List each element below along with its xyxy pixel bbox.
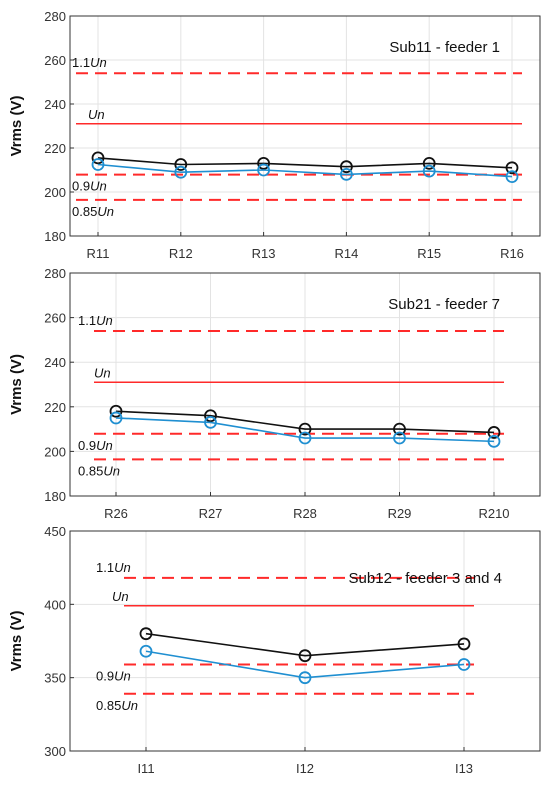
y-tick-label: 450 <box>44 524 66 539</box>
x-tick-label: R29 <box>388 506 412 521</box>
y-tick-label: 350 <box>44 671 66 686</box>
x-tick-label: R12 <box>169 246 193 261</box>
series-2-point <box>457 658 471 671</box>
series-2-point <box>393 431 406 445</box>
series-1-point <box>457 637 471 651</box>
series-line-2 <box>115 417 495 443</box>
x-tick-label: R28 <box>293 506 317 521</box>
x-tick-label: I13 <box>455 761 473 776</box>
series-1-point <box>487 426 501 439</box>
series-1-point <box>422 156 436 170</box>
y-axis-label: Vrms (V) <box>8 96 25 157</box>
reference-label: 1.1Un <box>78 313 113 328</box>
series-1-point <box>298 649 312 663</box>
chart-panel-sub11: 180 200 220 240 260 280 R11 R12 R13 R14 R15 R16 Vrms… <box>8 9 541 261</box>
reference-label: 0.85Un <box>78 463 120 478</box>
series-2-point <box>109 411 123 425</box>
series-2-point <box>298 431 312 445</box>
series-1-point <box>91 151 105 165</box>
x-tick-label: R15 <box>417 246 441 261</box>
series-line-1 <box>145 632 465 657</box>
y-tick-label: 240 <box>44 97 66 112</box>
y-tick-label: 220 <box>44 400 66 415</box>
y-tick-label: 240 <box>44 355 66 370</box>
series-2-point <box>298 671 312 685</box>
reference-label: 0.9Un <box>72 179 107 194</box>
reference-label: Un <box>94 365 111 380</box>
series-1-point <box>393 422 406 436</box>
series-1-point <box>109 404 123 418</box>
y-tick-label: 180 <box>44 489 66 504</box>
series-line-2 <box>145 650 465 679</box>
series-1-point <box>139 627 153 641</box>
y-axis-label: Vrms (V) <box>8 354 25 415</box>
series-2-point <box>487 434 501 448</box>
series-2-point <box>257 163 271 177</box>
x-tick-label: R11 <box>87 246 110 261</box>
y-tick-label: 200 <box>44 185 66 200</box>
axes-box <box>69 15 541 237</box>
y-tick-label: 280 <box>44 9 66 24</box>
y-tick-label: 200 <box>44 444 66 459</box>
x-tick-label: I11 <box>137 761 154 776</box>
reference-label: 0.85Un <box>72 204 114 219</box>
series-line-2 <box>97 163 513 178</box>
chart-panel-sub21: 180 200 220 240 260 280 R26 R27 R28 R29 R210 Vrms (… <box>8 266 541 521</box>
x-tick-label: I12 <box>296 761 314 776</box>
x-tick-label: R210 <box>478 506 509 521</box>
y-tick-label: 180 <box>44 229 66 244</box>
series-2-point <box>422 164 436 178</box>
chart-title: Sub21 - feeder 7 <box>388 296 500 313</box>
series-line-1 <box>115 410 495 434</box>
y-tick-label: 260 <box>44 53 66 68</box>
series-1-point <box>505 161 519 175</box>
series-1-point <box>204 409 217 423</box>
series-1-point <box>174 158 188 171</box>
y-tick-label: 220 <box>44 141 66 156</box>
series-2-point <box>204 416 217 429</box>
reference-label: 0.9Un <box>78 438 113 453</box>
chart-title: Sub11 - feeder 1 <box>389 39 500 56</box>
reference-label: Un <box>112 589 129 604</box>
chart-title: Sub12 - feeder 3 and 4 <box>349 570 502 587</box>
reference-label: 0.85Un <box>96 698 138 713</box>
x-tick-label: R16 <box>500 246 524 261</box>
y-tick-label: 400 <box>44 597 66 612</box>
reference-label: 1.1Un <box>72 55 107 70</box>
series-2-point <box>505 170 519 184</box>
series-1-point <box>339 160 353 174</box>
series-1-point <box>257 156 271 170</box>
reference-label: 1.1Un <box>96 560 131 575</box>
y-axis-label: Vrms (V) <box>8 611 25 672</box>
y-tick-label: 280 <box>44 266 66 281</box>
y-tick-label: 300 <box>44 744 66 759</box>
series-2-point <box>174 165 188 179</box>
x-tick-label: R13 <box>252 246 276 261</box>
x-tick-label: R26 <box>104 506 128 521</box>
series-2-point <box>91 158 105 171</box>
x-tick-label: R27 <box>199 506 223 521</box>
x-tick-label: R14 <box>334 246 358 261</box>
series-2-point <box>339 167 353 181</box>
series-1-point <box>298 422 312 436</box>
y-tick-label: 260 <box>44 311 66 326</box>
series-2-point <box>139 644 153 658</box>
reference-label: Un <box>88 107 105 122</box>
reference-label: 0.9Un <box>96 668 131 683</box>
series-line-1 <box>97 157 513 169</box>
chart-panel-sub12: 300 350 400 450 I11 I12 I13 Vrms (V) 1.1Un Un 0.9U… <box>8 524 541 776</box>
